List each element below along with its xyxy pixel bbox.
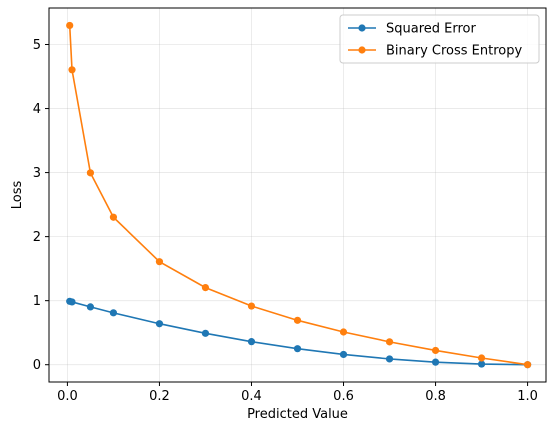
y-tick-label: 0 [33, 358, 41, 373]
axis-ticks: 0.0 0.2 0.4 0.6 0.8 1.0 0 1 2 3 4 5 [33, 38, 538, 404]
series-line-squared-error [69, 300, 528, 366]
data-point-binary-cross-entropy [247, 302, 256, 310]
legend-box [339, 14, 540, 64]
data-point-binary-cross-entropy [86, 169, 95, 177]
data-point-binary-cross-entropy [68, 66, 76, 74]
x-tick-label: 0.2 [149, 389, 170, 404]
data-point-squared-error [86, 303, 95, 311]
data-point-binary-cross-entropy [201, 284, 210, 292]
data-point-binary-cross-entropy [431, 346, 440, 355]
y-tick-label: 3 [33, 166, 41, 181]
data-point-squared-error [109, 309, 118, 317]
data-point-squared-error [155, 320, 164, 328]
data-point-binary-cross-entropy [109, 213, 118, 221]
data-point-binary-cross-entropy [155, 258, 164, 266]
series-layer [66, 21, 532, 369]
grid [49, 8, 546, 382]
data-point-squared-error [431, 358, 440, 366]
data-point-binary-cross-entropy [339, 328, 348, 336]
x-tick-label: 1.0 [517, 389, 538, 404]
legend-label-binary-cross-entropy: Binary Cross Entropy [386, 44, 522, 59]
y-axis-label: Loss [10, 181, 25, 210]
y-tick-label: 5 [33, 38, 41, 53]
legend-marker-binary-cross-entropy [358, 46, 366, 54]
y-tick-label: 2 [33, 230, 41, 245]
data-point-squared-error [385, 355, 394, 363]
y-tick-label: 1 [33, 294, 41, 309]
plot-frame [48, 7, 547, 383]
data-point-squared-error [477, 360, 486, 368]
data-point-squared-error [339, 350, 348, 359]
y-tick-label: 4 [33, 102, 41, 117]
legend-marker-squared-error [358, 24, 366, 32]
data-point-squared-error [68, 298, 76, 306]
data-point-binary-cross-entropy [523, 361, 532, 369]
x-tick-label: 0.0 [57, 389, 78, 404]
x-axis-label: Predicted Value [247, 407, 348, 422]
legend: Squared Error Binary Cross Entropy [339, 14, 540, 64]
data-point-binary-cross-entropy [477, 354, 486, 362]
legend-label-squared-error: Squared Error [386, 22, 476, 37]
x-tick-label: 0.6 [333, 389, 354, 404]
data-point-binary-cross-entropy [385, 338, 394, 346]
series-line-binary-cross-entropy [68, 25, 528, 366]
data-point-squared-error [247, 338, 256, 346]
data-point-binary-cross-entropy [66, 21, 74, 30]
x-tick-label: 0.8 [425, 389, 446, 404]
x-tick-label: 0.4 [241, 389, 262, 404]
data-point-binary-cross-entropy [293, 316, 302, 324]
data-point-squared-error [293, 345, 302, 353]
data-point-squared-error [201, 329, 210, 337]
